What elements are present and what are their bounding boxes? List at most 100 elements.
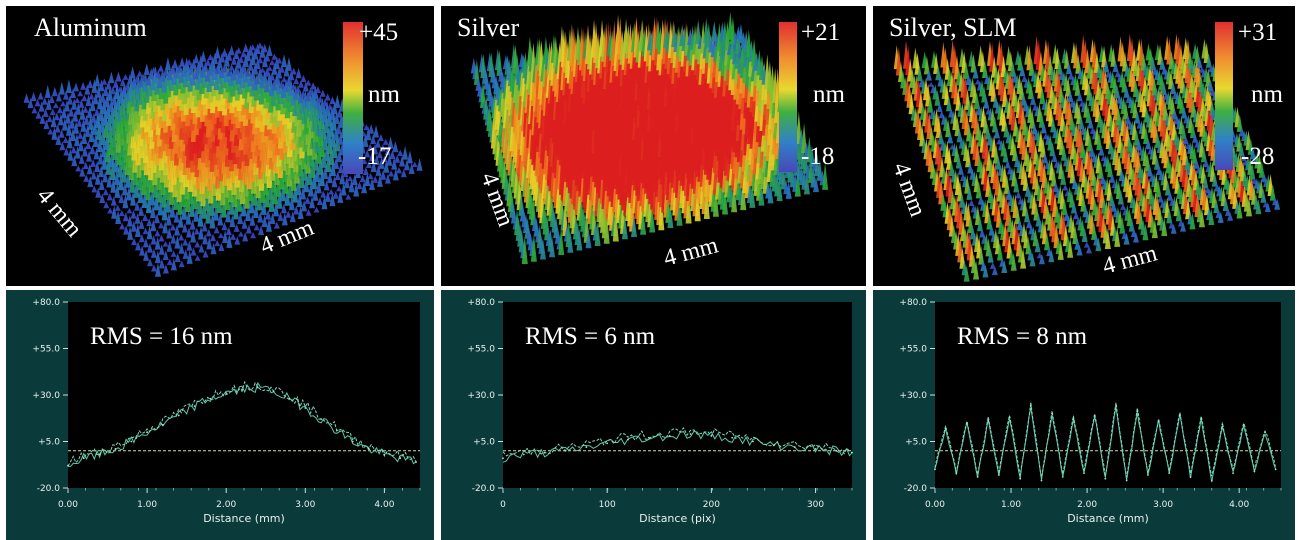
profile-point xyxy=(606,442,609,445)
y-tick-label: +30.0 xyxy=(899,391,927,401)
scale-unit-label: nm xyxy=(368,81,401,108)
profile-point xyxy=(1008,416,1011,419)
profile-point xyxy=(1029,405,1032,408)
profile-line xyxy=(934,401,1277,480)
y-tick-label: +55.0 xyxy=(32,345,60,355)
profile-chart-silver: +80.0 +55.0 +30.0 +5.0 -20.0 0 100 200 300 RMS = … xyxy=(467,298,853,525)
profile-series xyxy=(502,426,853,463)
profile-point xyxy=(934,468,936,471)
profile-point xyxy=(1157,420,1160,422)
x-axis-title: Distance (mm) xyxy=(203,512,285,525)
scale-max-label: +45 xyxy=(359,19,398,46)
profile-point xyxy=(689,433,692,435)
profile-point xyxy=(1104,477,1107,480)
x-tick-label: 3.00 xyxy=(1153,500,1173,510)
profile-line xyxy=(68,381,417,467)
profile-point xyxy=(1189,475,1192,478)
profile-point xyxy=(1136,410,1139,413)
surface-mesh xyxy=(470,11,829,264)
color-scale-bar xyxy=(779,22,797,172)
profile-point xyxy=(1178,414,1181,417)
profile-point xyxy=(1274,468,1277,471)
y-tick-label: +55.0 xyxy=(899,345,927,355)
profile-point xyxy=(146,431,149,434)
surface-title: Silver, SLM xyxy=(889,13,1017,42)
profile-point xyxy=(177,414,180,417)
profile-point xyxy=(82,457,85,460)
profile-point xyxy=(793,446,796,448)
surface-panel-silver: Silver +21 nm -18 4 mm 4 mm xyxy=(441,6,866,286)
color-scale-bar xyxy=(1215,22,1233,170)
surface-panel-aluminum: Aluminum +45 nm -17 4 mm 4 mm xyxy=(6,6,434,286)
x-tick-label: 1.00 xyxy=(137,500,157,510)
profile-point xyxy=(1210,479,1213,482)
profile-point xyxy=(731,436,734,439)
profile-line xyxy=(67,380,417,467)
profile-point xyxy=(1115,405,1117,408)
scale-max-label: +21 xyxy=(801,19,840,46)
profile-point xyxy=(272,390,275,393)
profile-chart-aluminum: +80.0 +55.0 +30.0 +5.0 -20.0 0.00 1.00 2.00 3.00… xyxy=(32,298,421,525)
profile-panel-aluminum: +80.0 +55.0 +30.0 +5.0 -20.0 0.00 1.00 2.00 3.00… xyxy=(6,290,434,540)
y-tick-label: +55.0 xyxy=(467,345,495,355)
profile-point xyxy=(1200,418,1203,421)
y-tick-label: +30.0 xyxy=(32,391,60,401)
profile-panel-silver: +80.0 +55.0 +30.0 +5.0 -20.0 0 100 200 300 RMS = … xyxy=(441,290,866,540)
profile-point xyxy=(543,451,546,454)
profile-point xyxy=(502,457,504,460)
profile-point xyxy=(1083,472,1085,475)
x-tick-label: 1.00 xyxy=(1001,500,1021,510)
x-axis-title: Distance (pix) xyxy=(639,512,716,525)
profile-point xyxy=(976,475,979,478)
profile-point xyxy=(399,457,402,460)
profile-point xyxy=(1019,477,1022,480)
profile-point xyxy=(997,474,1000,476)
profile-point xyxy=(1168,472,1171,475)
profile-point xyxy=(1221,425,1224,428)
profile-point xyxy=(256,386,259,389)
y-tick-label: -20.0 xyxy=(472,484,496,494)
profile-point xyxy=(585,446,588,448)
profile-point xyxy=(162,423,164,426)
surface-panel-silver-slm: Silver, SLM +31 nm -28 4 mm 4 mm xyxy=(873,6,1295,286)
profile-point xyxy=(225,392,228,395)
x-tick-label: 0.00 xyxy=(58,500,78,510)
y-tick-label: +80.0 xyxy=(32,298,60,308)
surface-title: Silver xyxy=(457,13,519,42)
surface-title: Aluminum xyxy=(34,13,147,42)
profile-point xyxy=(814,448,817,450)
x-tick-label: 0 xyxy=(500,500,506,510)
scale-unit-label: nm xyxy=(813,81,846,108)
profile-series xyxy=(67,380,417,467)
profile-point xyxy=(288,397,291,400)
x-tick-label: 3.00 xyxy=(295,500,315,510)
profile-point xyxy=(752,440,754,443)
profile-point xyxy=(98,453,101,456)
profile-series xyxy=(934,401,1277,483)
profile-panel-silver-slm: +80.0 +55.0 +30.0 +5.0 -20.0 0.00 1.00 2.00 3.00… xyxy=(873,290,1295,540)
dimension-label-left: 4 mm xyxy=(31,183,87,242)
plot-area xyxy=(503,302,852,488)
profile-point xyxy=(415,461,417,463)
profile-point xyxy=(835,449,838,452)
plot-area xyxy=(68,302,420,488)
x-tick-label: 4.00 xyxy=(1229,500,1249,510)
surface-mesh xyxy=(893,33,1281,282)
profile-point xyxy=(944,427,947,430)
y-tick-label: +80.0 xyxy=(899,298,927,308)
profile-point xyxy=(710,435,713,437)
profile-point xyxy=(241,388,243,391)
scale-unit-label: nm xyxy=(1251,81,1284,108)
profile-point xyxy=(1072,418,1075,421)
color-scale-bar xyxy=(343,22,363,174)
x-tick-label: 300 xyxy=(807,500,824,510)
x-tick-label: 4.00 xyxy=(374,500,394,510)
scale-min-label: -17 xyxy=(358,143,391,170)
profile-point xyxy=(772,444,775,447)
profile-point xyxy=(522,453,525,456)
profile-point xyxy=(1264,431,1266,434)
profile-point xyxy=(351,440,354,443)
dimension-label-bottom: 4 mm xyxy=(661,232,722,272)
